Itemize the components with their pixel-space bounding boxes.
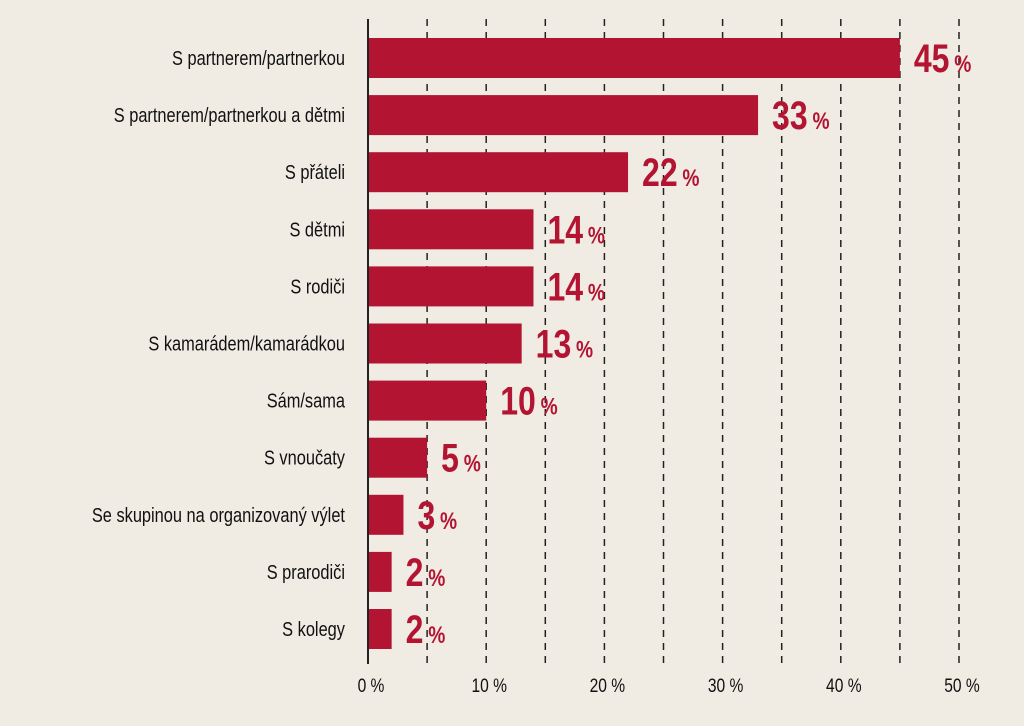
data-label: 22% xyxy=(642,150,699,195)
data-label-suffix: % xyxy=(576,335,593,363)
category-label: S kolegy xyxy=(282,617,346,640)
category-label: S partnerem/partnerkou a dětmi xyxy=(114,104,345,127)
data-label-value: 5 xyxy=(441,435,459,480)
x-tick-label: 30 % xyxy=(708,675,743,697)
category-label: S kamarádem/kamarádkou xyxy=(148,332,345,355)
data-label-suffix: % xyxy=(428,564,445,592)
data-label-suffix: % xyxy=(954,50,971,78)
data-label: 33% xyxy=(772,93,829,138)
data-label-suffix: % xyxy=(464,450,481,478)
data-label-suffix: % xyxy=(440,507,457,535)
bar xyxy=(368,609,392,649)
bar xyxy=(368,209,534,250)
data-label-value: 22 xyxy=(642,150,678,195)
bar xyxy=(368,95,759,136)
x-tick-label: 40 % xyxy=(826,675,861,697)
category-label: S vnoučaty xyxy=(264,446,346,469)
bar xyxy=(368,323,522,364)
data-label-suffix: % xyxy=(428,621,445,649)
bar xyxy=(368,38,900,78)
category-label: S prarodiči xyxy=(267,560,345,583)
data-label-suffix: % xyxy=(588,278,605,306)
data-label: 14% xyxy=(547,264,604,309)
data-label-value: 13 xyxy=(536,321,572,366)
data-label-value: 10 xyxy=(500,378,536,423)
category-label: Sám/sama xyxy=(267,389,346,412)
category-label: S partnerem/partnerkou xyxy=(172,46,345,69)
bar xyxy=(368,437,428,478)
data-label-suffix: % xyxy=(682,164,699,192)
category-label: S rodiči xyxy=(290,275,345,298)
data-label-value: 3 xyxy=(417,492,435,537)
x-tick-label: 10 % xyxy=(471,675,506,697)
data-label-suffix: % xyxy=(541,393,558,421)
data-label-value: 33 xyxy=(772,93,808,138)
data-label: 2% xyxy=(406,549,446,594)
category-label: S přáteli xyxy=(285,161,345,184)
category-label: Se skupinou na organizovaný výlet xyxy=(92,503,345,526)
data-label: 14% xyxy=(547,207,604,252)
bar xyxy=(368,152,629,193)
data-label: 3% xyxy=(417,492,457,537)
data-label-suffix: % xyxy=(812,107,829,135)
data-label-value: 14 xyxy=(547,207,583,252)
data-label-value: 14 xyxy=(547,264,583,309)
data-label: 13% xyxy=(536,321,593,366)
bar xyxy=(368,551,392,592)
data-label-suffix: % xyxy=(588,221,605,249)
data-label-value: 2 xyxy=(406,549,424,594)
x-tick-label: 50 % xyxy=(944,675,979,697)
bar xyxy=(368,266,534,307)
data-label: 10% xyxy=(500,378,557,423)
data-label: 2% xyxy=(406,607,446,652)
x-tick-label: 20 % xyxy=(590,675,625,697)
data-label: 5% xyxy=(441,435,481,480)
bar xyxy=(368,380,487,421)
data-label-value: 45 xyxy=(914,36,950,81)
data-label-value: 2 xyxy=(406,607,424,652)
data-label: 45% xyxy=(914,36,971,81)
x-tick-label: 0 % xyxy=(358,675,385,697)
bar xyxy=(368,494,404,535)
category-label: S dětmi xyxy=(289,218,345,241)
